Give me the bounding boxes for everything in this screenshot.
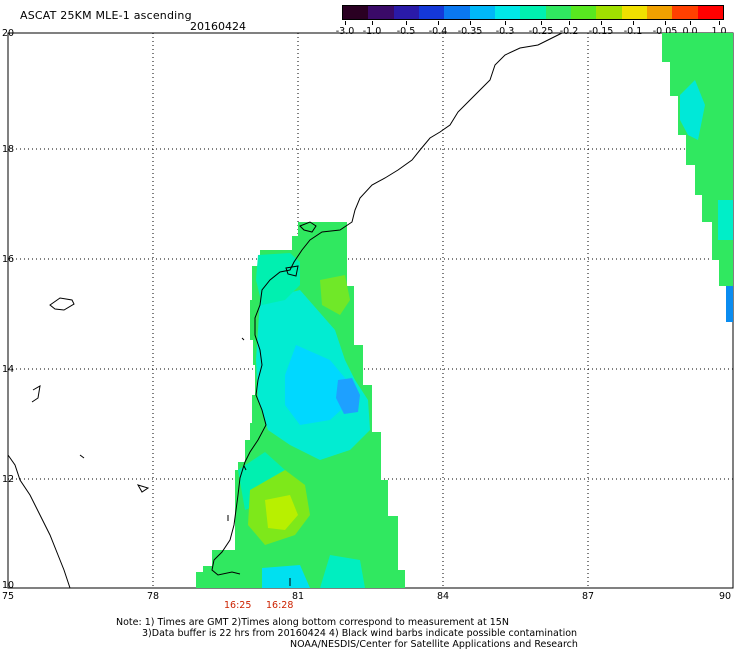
color-scale-segment — [697, 6, 723, 19]
color-scale-ticks — [342, 21, 724, 25]
color-scale-label: -3.0 — [335, 26, 355, 37]
swath-teal-north — [256, 253, 300, 305]
color-scale-label: 1.0 — [711, 26, 727, 37]
longitude-label: 81 — [292, 591, 305, 602]
pass-time-1: 16:25 — [224, 600, 252, 611]
latitude-label: 10 — [2, 580, 15, 591]
note-line-1: Note: 1) Times are GMT 2)Times along bot… — [116, 617, 509, 628]
longitude-label: 90 — [719, 591, 732, 602]
longitude-label: 78 — [147, 591, 160, 602]
color-scale-tick — [665, 21, 666, 25]
latitude-label: 20 — [2, 28, 15, 39]
color-scale-segment — [469, 6, 495, 19]
color-scale-tick — [438, 21, 439, 25]
color-scale-segment — [570, 6, 597, 19]
color-scale-tick — [569, 21, 570, 25]
color-scale-segment — [368, 6, 394, 19]
color-scale-tick — [372, 21, 373, 25]
swath-cyan-south — [262, 565, 310, 588]
color-scale-label: -0.05 — [652, 26, 678, 37]
color-scale-tick — [345, 21, 346, 25]
contamination-barbs — [227, 465, 291, 586]
color-scale-bar — [342, 5, 724, 20]
color-scale-segment — [343, 6, 369, 19]
color-scale-label: -0.2 — [559, 26, 579, 37]
color-scale-label: -0.15 — [588, 26, 614, 37]
color-scale-segment — [545, 6, 571, 19]
color-scale-label: -0.35 — [457, 26, 483, 37]
color-scale-label: 0.0 — [682, 26, 698, 37]
coastline — [7, 32, 563, 589]
color-scale-segment — [596, 6, 622, 19]
color-scale-label: -0.1 — [623, 26, 643, 37]
longitude-label: 87 — [582, 591, 595, 602]
swath-east-base — [662, 33, 733, 322]
color-scale-tick — [541, 21, 542, 25]
scatterometer-swath-east — [662, 33, 733, 322]
product-date: 20160424 — [190, 20, 246, 33]
note-line-3: NOAA/NESDIS/Center for Satellite Applica… — [290, 639, 578, 650]
swath-east-blue — [726, 286, 733, 322]
color-scale-label: -0.4 — [428, 26, 448, 37]
pass-time-2: 16:28 — [266, 600, 294, 611]
longitude-label: 75 — [2, 591, 15, 602]
swath-east-teal — [718, 200, 733, 240]
swath-blue-spot — [336, 378, 360, 414]
product-title: ASCAT 25KM MLE-1 ascending — [20, 9, 192, 22]
latitude-label: 12 — [2, 474, 15, 485]
color-scale-label: -1.0 — [362, 26, 382, 37]
color-scale-segment — [393, 6, 419, 19]
color-scale-tick — [406, 21, 407, 25]
graticule — [8, 33, 733, 588]
swath-lightblue-region — [285, 345, 352, 425]
longitude-label: 84 — [437, 591, 450, 602]
color-scale-segment — [621, 6, 647, 19]
swath-yellow-core — [265, 495, 298, 530]
color-scale-segment — [520, 6, 546, 19]
color-scale-label: -0.3 — [495, 26, 515, 37]
color-scale-segment — [418, 6, 445, 19]
latitude-label: 16 — [2, 254, 15, 265]
latitude-label: 18 — [2, 144, 15, 155]
color-scale-tick — [470, 21, 471, 25]
latitude-label: 14 — [2, 364, 15, 375]
color-scale-segment — [672, 6, 698, 19]
color-scale-label: -0.5 — [396, 26, 416, 37]
color-scale-tick — [690, 21, 691, 25]
note-line-2: 3)Data buffer is 22 hrs from 20160424 4)… — [142, 628, 578, 639]
swath-lime-north — [320, 275, 350, 315]
scatterometer-swath-main — [196, 222, 405, 588]
color-scale-segment — [494, 6, 521, 19]
swath-east-cyan — [680, 80, 705, 140]
color-scale-tick — [601, 21, 602, 25]
color-scale-segment — [646, 6, 673, 19]
color-scale-tick — [719, 21, 720, 25]
swath-teal-south — [320, 555, 365, 588]
color-scale-tick — [633, 21, 634, 25]
color-scale-tick — [505, 21, 506, 25]
color-scale-segment — [444, 6, 470, 19]
color-scale-label: -0.25 — [528, 26, 554, 37]
